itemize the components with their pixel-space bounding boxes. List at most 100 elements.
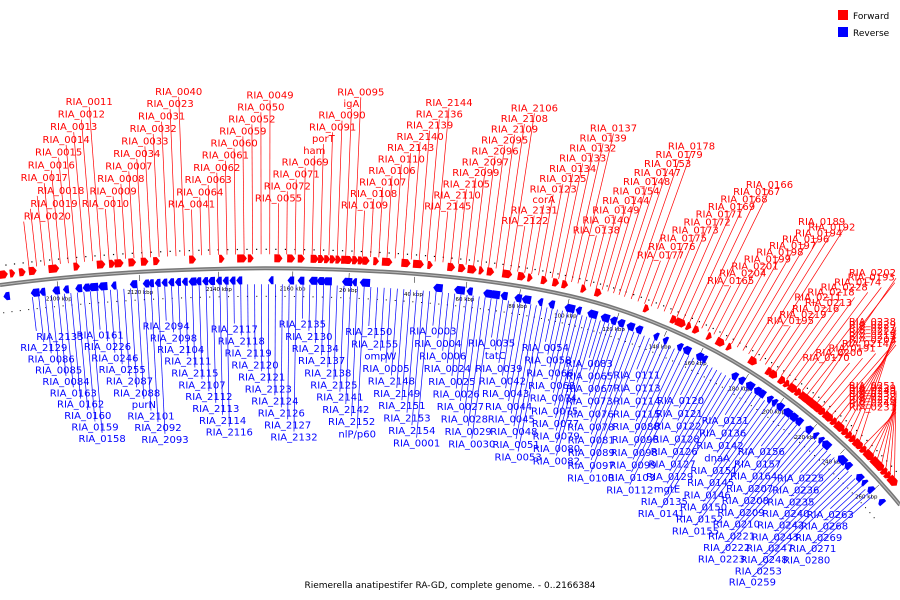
label-leader-line bbox=[631, 355, 690, 473]
forward-gene-label: RIA_2136 bbox=[416, 109, 463, 120]
reverse-gene-label: RIA_2155 bbox=[351, 339, 398, 350]
forward-gene bbox=[28, 266, 37, 276]
rim-dot bbox=[593, 281, 595, 283]
rim-dot bbox=[228, 296, 230, 298]
forward-gene-label: RIA_0071 bbox=[273, 170, 320, 181]
label-leader-line bbox=[590, 333, 640, 461]
label-leader-line bbox=[57, 294, 67, 376]
forward-gene bbox=[858, 445, 867, 453]
reverse-gene-label: RIA_2114 bbox=[199, 416, 246, 427]
reverse-gene bbox=[229, 276, 236, 285]
forward-gene bbox=[883, 470, 891, 479]
label-leader-line bbox=[885, 395, 897, 468]
rim-dot bbox=[847, 487, 849, 489]
forward-gene-label: RIA_0072 bbox=[264, 181, 311, 192]
reverse-gene-label: RIA_0209 bbox=[717, 508, 764, 519]
label-leader-line bbox=[394, 164, 402, 259]
reverse-gene-label: RIA_0146 bbox=[684, 491, 731, 502]
label-leader-line bbox=[411, 290, 424, 426]
label-leader-line bbox=[320, 144, 324, 256]
scale-tick-label: 120 kbp bbox=[602, 327, 625, 333]
reverse-gene bbox=[297, 276, 305, 285]
reverse-gene-label: RIA_0142 bbox=[696, 441, 743, 452]
reverse-gene-label: RIA_0026 bbox=[433, 389, 480, 400]
label-leader-line bbox=[544, 184, 564, 277]
label-leader-line bbox=[58, 157, 69, 264]
forward-gene-label: RIA_0144 bbox=[602, 196, 649, 207]
reverse-gene-label: RIA_0096 bbox=[612, 435, 659, 446]
forward-gene-label: RIA_0059 bbox=[219, 126, 266, 137]
reverse-gene-label: RIA_0221 bbox=[708, 531, 755, 542]
forward-gene-label: RIA_0019 bbox=[30, 199, 77, 210]
label-leader-line bbox=[745, 427, 802, 496]
reverse-gene-label: RIA_0156 bbox=[738, 447, 785, 458]
reverse-gene bbox=[82, 283, 90, 292]
label-leader-line bbox=[76, 292, 89, 411]
reverse-gene-label: RIA_0068 bbox=[528, 381, 575, 392]
reverse-gene bbox=[617, 319, 626, 328]
label-leader-line bbox=[632, 352, 685, 460]
label-leader-line bbox=[775, 313, 816, 372]
forward-gene-label: RIA_0196 bbox=[782, 235, 829, 246]
rim-dot bbox=[691, 369, 693, 371]
label-leader-line bbox=[736, 433, 809, 519]
label-leader-line bbox=[169, 109, 177, 257]
label-leader-line bbox=[757, 418, 790, 459]
reverse-gene-label: RIA_0259 bbox=[729, 578, 776, 589]
reverse-gene-label: RIA_0039 bbox=[475, 364, 522, 375]
label-leader-line bbox=[607, 196, 637, 292]
forward-gene-label: RIA_0011 bbox=[66, 97, 113, 108]
reverse-gene-label: RIA_0225 bbox=[777, 474, 824, 485]
reverse-gene bbox=[202, 277, 209, 286]
label-leader-line bbox=[30, 208, 38, 267]
reverse-gene bbox=[758, 389, 767, 399]
forward-gene-label: RIA_0178 bbox=[668, 142, 715, 153]
forward-gene-label: RIA_0175 bbox=[660, 234, 707, 245]
label-leader-line bbox=[531, 204, 545, 275]
reverse-gene-label: RIA_0006 bbox=[419, 352, 466, 363]
forward-gene bbox=[561, 280, 569, 289]
label-leader-line bbox=[742, 244, 806, 351]
reverse-gene-label: RIA_0025 bbox=[428, 377, 475, 388]
reverse-gene-label: RIA_0066 bbox=[526, 368, 573, 379]
rim-dot bbox=[818, 396, 820, 398]
rim-dot bbox=[188, 250, 190, 252]
label-leader-line bbox=[502, 123, 525, 270]
forward-gene-label: RIA_2145 bbox=[424, 202, 471, 213]
rim-dot bbox=[697, 373, 699, 375]
rim-dot bbox=[795, 378, 797, 381]
reverse-gene-label: RIA_2142 bbox=[322, 405, 369, 416]
label-leader-line bbox=[207, 184, 211, 256]
forward-gene bbox=[786, 382, 797, 393]
forward-gene-label: RIA_0244 bbox=[849, 399, 896, 410]
reverse-gene-label: RIA_0073 bbox=[566, 397, 613, 408]
reverse-gene bbox=[635, 325, 644, 335]
forward-gene bbox=[517, 271, 526, 281]
reverse-gene bbox=[575, 306, 583, 315]
forward-gene bbox=[401, 258, 411, 268]
label-leader-line bbox=[555, 315, 583, 419]
label-leader-line bbox=[455, 294, 468, 389]
forward-gene-label: RIA_0165 bbox=[707, 276, 754, 287]
rim-dot bbox=[76, 256, 78, 259]
rim-dot bbox=[89, 302, 91, 304]
label-leader-line bbox=[795, 450, 828, 485]
forward-gene-label: RIA_0191 bbox=[829, 344, 876, 355]
rim-dot bbox=[526, 315, 528, 317]
reverse-gene-label: RIA_0114 bbox=[613, 396, 660, 407]
rim-dot bbox=[828, 468, 830, 470]
reverse-gene-label: RIA_2137 bbox=[298, 356, 345, 367]
rim-dot bbox=[494, 262, 496, 264]
forward-gene-label: RIA_0148 bbox=[623, 177, 670, 188]
label-leader-line bbox=[120, 183, 126, 259]
forward-gene bbox=[886, 474, 895, 483]
reverse-gene bbox=[181, 277, 188, 286]
rim-dot bbox=[312, 296, 314, 298]
rim-dot bbox=[143, 299, 145, 301]
label-leader-line bbox=[225, 160, 228, 255]
reverse-gene-label: RIA_2121 bbox=[238, 372, 285, 383]
label-leader-line bbox=[552, 312, 573, 393]
label-leader-line bbox=[670, 227, 708, 315]
reverse-gene-label: RIA_0044 bbox=[485, 402, 532, 413]
forward-gene-label: RIA_2144 bbox=[425, 98, 472, 109]
